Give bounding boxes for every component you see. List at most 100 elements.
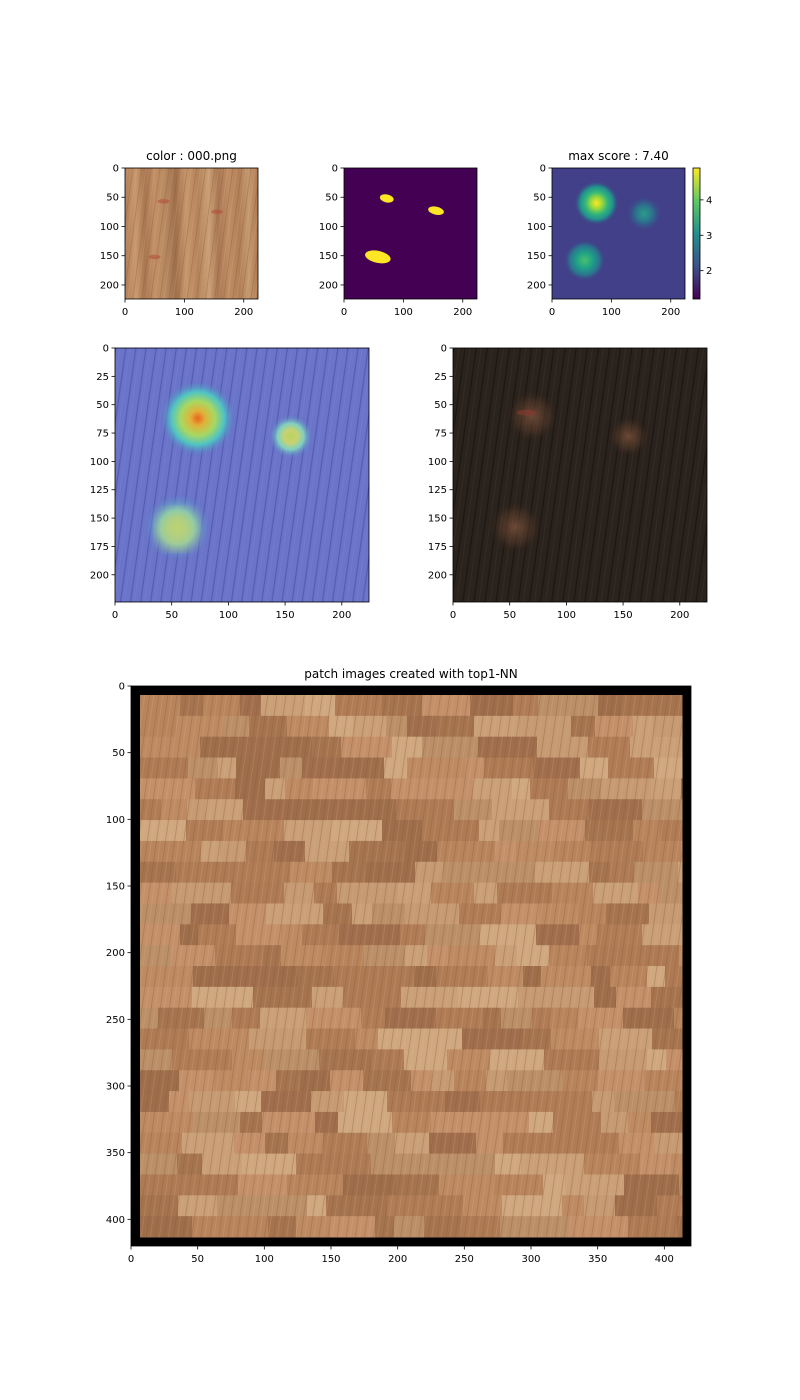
x-tick-label: 50 xyxy=(165,610,178,621)
y-tick-label: 175 xyxy=(90,542,109,553)
y-tick-label: 50 xyxy=(325,193,338,204)
axes-frame xyxy=(551,167,686,300)
panel-patch-mosaic: 0 50 100 150 200 250 300 350 400 0 50 100 150 200 250 3… xyxy=(106,667,692,1265)
x-tick-label: 0 xyxy=(128,1254,134,1265)
y-tick-label: 150 xyxy=(100,251,119,262)
y-tick-label: 125 xyxy=(90,485,109,496)
x-tick-label: 100 xyxy=(255,1254,274,1265)
colorbar-tick-label: 2 xyxy=(706,266,712,277)
x-tick-label: 200 xyxy=(332,610,351,621)
y-tick-label: 100 xyxy=(428,457,447,468)
mask-blob xyxy=(379,194,394,203)
x-tick-label: 150 xyxy=(321,1254,340,1265)
axes-frame xyxy=(343,167,478,300)
panel-title: max score : 7.40 xyxy=(568,149,669,163)
y-tick-label: 50 xyxy=(96,400,109,411)
y-tick-label: 175 xyxy=(428,542,447,553)
panel-score-map: 0 100 200 0 50 100 150 200 max score : 7.40 2 3 4 xyxy=(527,149,712,318)
defect-mark xyxy=(211,209,224,215)
y-tick-label: 100 xyxy=(106,815,125,826)
overlay-image xyxy=(115,348,369,602)
y-tick-label: 50 xyxy=(434,400,447,411)
panel-color-image: 0 100 200 0 50 100 150 200 color : 000.png xyxy=(100,149,259,318)
y-tick-label: 100 xyxy=(90,457,109,468)
y-tick-label: 150 xyxy=(90,514,109,525)
x-tick-label: 150 xyxy=(276,610,295,621)
y-tick-label: 400 xyxy=(106,1215,125,1226)
x-tick-label: 0 xyxy=(112,610,118,621)
colorbar-tick-label: 4 xyxy=(706,195,712,206)
y-tick-label: 150 xyxy=(106,882,125,893)
x-tick-label: 200 xyxy=(388,1254,407,1265)
axes-frame xyxy=(124,167,259,300)
score-image xyxy=(552,168,685,299)
y-tick-label: 200 xyxy=(100,280,119,291)
y-tick-label: 200 xyxy=(106,948,125,959)
x-tick-label: 400 xyxy=(655,1254,674,1265)
masked-glow xyxy=(608,416,649,457)
score-hotspot xyxy=(564,240,605,281)
y-tick-label: 50 xyxy=(106,193,119,204)
mask-blob xyxy=(428,206,444,215)
y-tick-label: 125 xyxy=(428,485,447,496)
y-tick-label: 150 xyxy=(319,251,338,262)
y-tick-label: 150 xyxy=(527,251,546,262)
y-tick-label: 100 xyxy=(100,222,119,233)
x-tick-label: 0 xyxy=(122,307,128,318)
axes-frame xyxy=(114,347,370,603)
defect-mark xyxy=(157,199,170,204)
y-tick-label: 0 xyxy=(113,164,119,175)
overlay-hotspot xyxy=(268,414,313,459)
x-tick-label: 100 xyxy=(219,610,238,621)
wood-image xyxy=(125,168,258,299)
x-tick-label: 50 xyxy=(191,1254,204,1265)
y-tick-label: 25 xyxy=(96,372,109,383)
y-tick-label: 200 xyxy=(428,570,447,581)
y-tick-label: 150 xyxy=(428,514,447,525)
x-tick-label: 150 xyxy=(614,610,633,621)
panel-overlay: 0 50 100 150 200 0 25 50 75 100 125 150 175 200 xyxy=(90,344,370,621)
mask-blob xyxy=(365,250,391,264)
x-tick-label: 100 xyxy=(557,610,576,621)
panel-title: patch images created with top1-NN xyxy=(304,667,518,681)
y-tick-label: 200 xyxy=(90,570,109,581)
score-hotspot xyxy=(627,196,662,231)
defect-mark xyxy=(148,254,161,260)
x-tick-label: 200 xyxy=(661,307,680,318)
x-tick-label: 100 xyxy=(602,307,621,318)
y-tick-label: 250 xyxy=(106,1015,125,1026)
axes-frame xyxy=(452,347,708,603)
y-tick-label: 0 xyxy=(332,164,338,175)
axes-frame xyxy=(130,685,692,1247)
x-tick-label: 200 xyxy=(234,307,253,318)
x-tick-label: 0 xyxy=(549,307,555,318)
y-tick-label: 300 xyxy=(106,1082,125,1093)
y-tick-label: 50 xyxy=(112,748,125,759)
y-tick-label: 0 xyxy=(441,344,447,355)
panel-title: color : 000.png xyxy=(146,149,237,163)
x-tick-label: 50 xyxy=(503,610,516,621)
y-tick-label: 200 xyxy=(319,280,338,291)
y-tick-label: 0 xyxy=(119,682,125,693)
y-tick-label: 75 xyxy=(434,429,447,440)
mosaic-image xyxy=(131,686,691,1246)
x-tick-label: 300 xyxy=(521,1254,540,1265)
defect-mark xyxy=(516,409,537,416)
x-tick-label: 0 xyxy=(341,307,347,318)
y-tick-label: 100 xyxy=(527,222,546,233)
overlay-hotspot-core xyxy=(157,509,198,550)
panel-masked: 0 50 100 150 200 0 25 50 75 100 125 150 175 200 xyxy=(428,344,708,621)
mosaic-grain xyxy=(140,695,682,1237)
y-tick-label: 50 xyxy=(533,193,546,204)
x-tick-label: 0 xyxy=(450,610,456,621)
y-tick-label: 25 xyxy=(434,372,447,383)
x-tick-label: 250 xyxy=(455,1254,474,1265)
panel-mask: 0 100 200 0 50 100 150 200 xyxy=(319,164,478,318)
y-tick-label: 75 xyxy=(96,429,109,440)
score-hotspot xyxy=(574,181,619,226)
masked-glow xyxy=(506,390,559,443)
y-tick-label: 0 xyxy=(540,164,546,175)
y-tick-label: 0 xyxy=(103,344,109,355)
overlay-hotspot xyxy=(159,380,236,457)
